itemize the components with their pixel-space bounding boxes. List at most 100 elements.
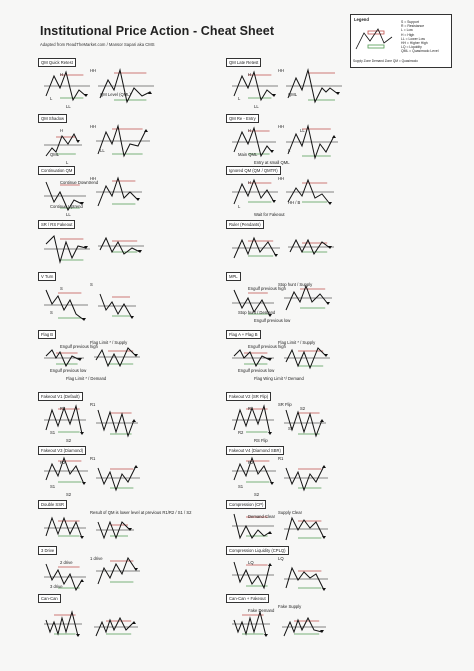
pattern-label: Ignored QM (QM / QMTR) [226, 166, 281, 175]
pattern-annotation: Fake Supply [278, 604, 302, 609]
pattern-annotation: R1 [90, 456, 96, 461]
pattern-label: Flag B [38, 330, 57, 339]
pattern-cell: SR / RS Fakeout [38, 220, 238, 276]
pattern-cell: Fakeout V4 (Diamond SBR) R1 R2 S1 S2 [226, 446, 426, 502]
price-path [97, 124, 147, 158]
pattern-label: V Turn [38, 272, 57, 281]
pattern-label: Double SSR [38, 500, 68, 509]
pattern-annotation: S [60, 286, 63, 291]
pattern-annotation: LL [66, 212, 71, 217]
arrow-head [132, 621, 136, 624]
arrow-head [76, 634, 80, 637]
pattern-annotation: Result of QM is lower level at previous … [90, 510, 192, 515]
arrow-head [324, 354, 328, 357]
arrow-head [268, 432, 272, 435]
price-path [289, 238, 331, 256]
pattern-diagram: R1 R2 S1 S2 [232, 456, 328, 497]
page-title: Institutional Price Action - Cheat Sheet [40, 24, 275, 38]
arrow-head [82, 318, 86, 321]
price-path [233, 456, 273, 485]
pattern-annotation: LL [300, 128, 305, 133]
pattern-diagram [232, 236, 334, 259]
arrow-head [322, 465, 326, 468]
legend-title: Legend [354, 17, 369, 22]
legend-item: S = Support [401, 20, 420, 24]
pattern-annotation: H [248, 180, 251, 185]
pattern-diagram: 1 drive 2 drive 3 drive [44, 556, 140, 592]
arrow-head [130, 316, 134, 319]
pattern-label: QM Late Retest [226, 58, 262, 67]
pattern-annotation: S1 [238, 484, 244, 489]
price-path [233, 404, 271, 435]
pattern-annotation: S1 [288, 426, 294, 431]
price-path [233, 236, 277, 259]
arrow-head [134, 568, 138, 571]
arrow-head [328, 246, 332, 249]
pattern-annotation: LQ [278, 556, 284, 561]
pattern-annotation: R2 [60, 406, 66, 411]
pattern-cell: V Turn S S S [38, 272, 238, 328]
pattern-annotation: RS Flip [254, 438, 268, 443]
pattern-annotation: S1 [50, 430, 56, 435]
pattern-label: QM Shadow [38, 114, 68, 123]
pattern-label: 3 Drive [38, 546, 58, 555]
pattern-cell: Flag B Flag Limit * / Supply Engulf previo… [38, 330, 238, 386]
price-path [45, 456, 85, 485]
arrow-head [80, 579, 84, 582]
arrow-head [80, 536, 84, 539]
pattern-annotation: HH [90, 176, 96, 181]
pattern-label: Flag A + Flag B [226, 330, 261, 339]
arrow-head [264, 634, 268, 637]
pattern-annotation: SR Flip [278, 402, 292, 407]
pattern-cell: Can-Can [38, 594, 238, 650]
pattern-annotation: R2 [60, 460, 66, 465]
pattern-annotation: Engulf previous low [254, 318, 291, 323]
pattern-annotation: H [60, 72, 63, 77]
price-path [45, 349, 81, 368]
legend-box: Legend S = Support R = Resistance L = Lo… [350, 14, 452, 68]
pattern-diagram: R1 R2 S1 S2 [44, 456, 140, 497]
pattern-annotation: S2 [66, 492, 72, 497]
arrow-head [272, 94, 276, 97]
pattern-cell: QM Late Retest HH H L LL QML [226, 58, 426, 114]
pattern-annotation: Engulf previous low [238, 368, 275, 373]
pattern-annotation: R1 [248, 406, 254, 411]
pattern-annotation: S2 [254, 492, 260, 497]
arrow-head [268, 358, 272, 361]
pattern-diagram: R1 R2 S1 S2 [44, 402, 138, 443]
pattern-annotation: Continue Downtrend [60, 180, 99, 185]
arrow-head [134, 465, 138, 468]
price-path [285, 465, 325, 492]
pattern-annotation: LL [254, 104, 259, 109]
pattern-cell: Can-Can + Fakeout Fake Supply Fake Demand [226, 594, 426, 650]
arrow-head [272, 200, 276, 203]
pattern-cell: Double SSR Result of QM is lower level at… [38, 500, 238, 556]
arrow-head [80, 202, 84, 205]
price-path [233, 178, 275, 205]
pattern-annotation: R2 [238, 430, 244, 435]
pattern-annotation: QML [50, 152, 60, 157]
pattern-annotation: Continue Uptrend [50, 204, 83, 209]
arrow-head [82, 482, 86, 485]
pattern-label: Compression Liquidity (CPLQ) [226, 546, 289, 555]
pattern-label: Fakeout V4 (Diamond SBR) [226, 446, 284, 455]
pattern-annotation: Engulf previous high [248, 286, 287, 291]
pattern-cell: Compression (CP) Supply Clear Demand Clear [226, 500, 426, 556]
price-path [287, 68, 339, 104]
pattern-annotation: S2 [300, 406, 306, 411]
arrow-head [320, 630, 324, 633]
pattern-annotation: Flag Limit * / Demand [66, 376, 107, 381]
price-path [45, 132, 79, 157]
pattern-annotation: 2 drive [60, 560, 73, 565]
price-path [233, 610, 267, 637]
pattern-annotation: QM Level (QML) [100, 92, 132, 97]
pattern-cell: MPL Stop hunt / Supply Engulf previous hig… [226, 272, 426, 328]
pattern-annotation: Main QML [238, 152, 258, 157]
price-path [287, 178, 331, 205]
pattern-label: Can-Can [38, 594, 61, 603]
price-path [285, 284, 329, 311]
